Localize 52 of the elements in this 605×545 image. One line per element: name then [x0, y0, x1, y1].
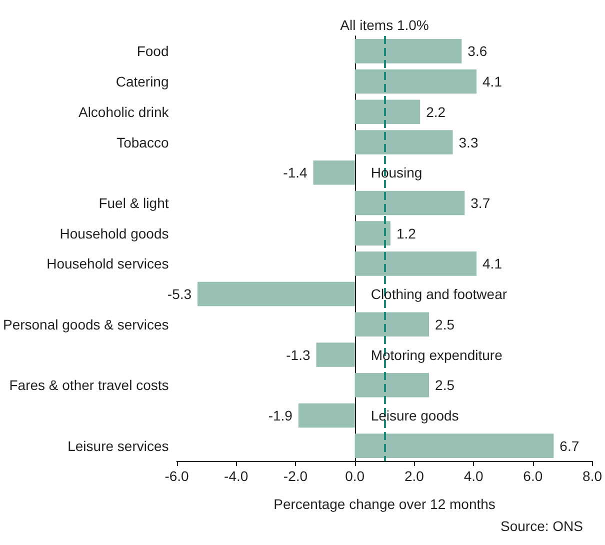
bar — [316, 342, 355, 367]
x-axis-title: Percentage change over 12 months — [274, 496, 496, 512]
data-label: 3.3 — [458, 134, 478, 150]
bar — [198, 282, 355, 306]
y-tick-label: Catering — [116, 74, 169, 90]
bar — [354, 39, 462, 64]
y-tick-label: Leisure services — [68, 438, 169, 454]
ref-line-label: All items 1.0% — [340, 17, 429, 33]
data-label: 6.7 — [560, 438, 580, 454]
x-tick-label: 8.0 — [582, 468, 602, 484]
y-tick-label: Food — [136, 43, 169, 60]
y-tick-label: Alcoholic drink — [78, 104, 170, 120]
bar — [354, 190, 465, 216]
data-label: 4.1 — [482, 74, 502, 90]
data-label: 3.6 — [468, 43, 488, 60]
x-tick-label: -6.0 — [164, 468, 190, 484]
x-tick-label: 2.0 — [404, 468, 424, 484]
data-label: -1.3 — [286, 346, 310, 363]
bar — [354, 252, 477, 276]
y-tick-label: Household services — [46, 256, 169, 272]
data-label: 4.1 — [482, 256, 502, 272]
data-label: -1.4 — [283, 164, 308, 181]
y-tick-label: Fares & other travel costs — [9, 377, 169, 394]
x-tick-label: 0.0 — [345, 468, 365, 484]
bar — [354, 130, 453, 154]
bar — [354, 434, 554, 458]
x-tick-label: -4.0 — [224, 468, 248, 484]
data-label: 2.5 — [435, 377, 455, 394]
bar — [313, 160, 355, 185]
data-label: 2.5 — [435, 316, 455, 332]
data-label: -5.3 — [167, 286, 192, 302]
y-tick-label: Personal goods & services — [2, 316, 169, 332]
y-tick-label: Leisure goods — [370, 407, 459, 424]
x-tick-label: 6.0 — [523, 468, 543, 484]
bar — [298, 403, 355, 428]
x-tick-label: 4.0 — [464, 468, 484, 484]
data-label: 1.2 — [396, 225, 416, 242]
data-label: 2.2 — [426, 104, 446, 120]
bar — [354, 69, 477, 94]
bar — [354, 372, 430, 398]
bar — [354, 312, 430, 337]
y-tick-label: Tobacco — [116, 134, 169, 150]
y-tick-label: Motoring expenditure — [370, 346, 503, 363]
bar — [354, 100, 420, 124]
y-tick-label: Fuel & light — [98, 194, 169, 211]
x-tick-label: -2.0 — [283, 468, 308, 484]
data-label: -1.9 — [268, 407, 293, 424]
source-note: Source: ONS — [500, 518, 584, 534]
y-tick-label: Clothing and footwear — [370, 286, 508, 302]
bar — [354, 221, 390, 246]
y-tick-label: Household goods — [60, 225, 169, 242]
data-label: 3.7 — [470, 194, 490, 211]
